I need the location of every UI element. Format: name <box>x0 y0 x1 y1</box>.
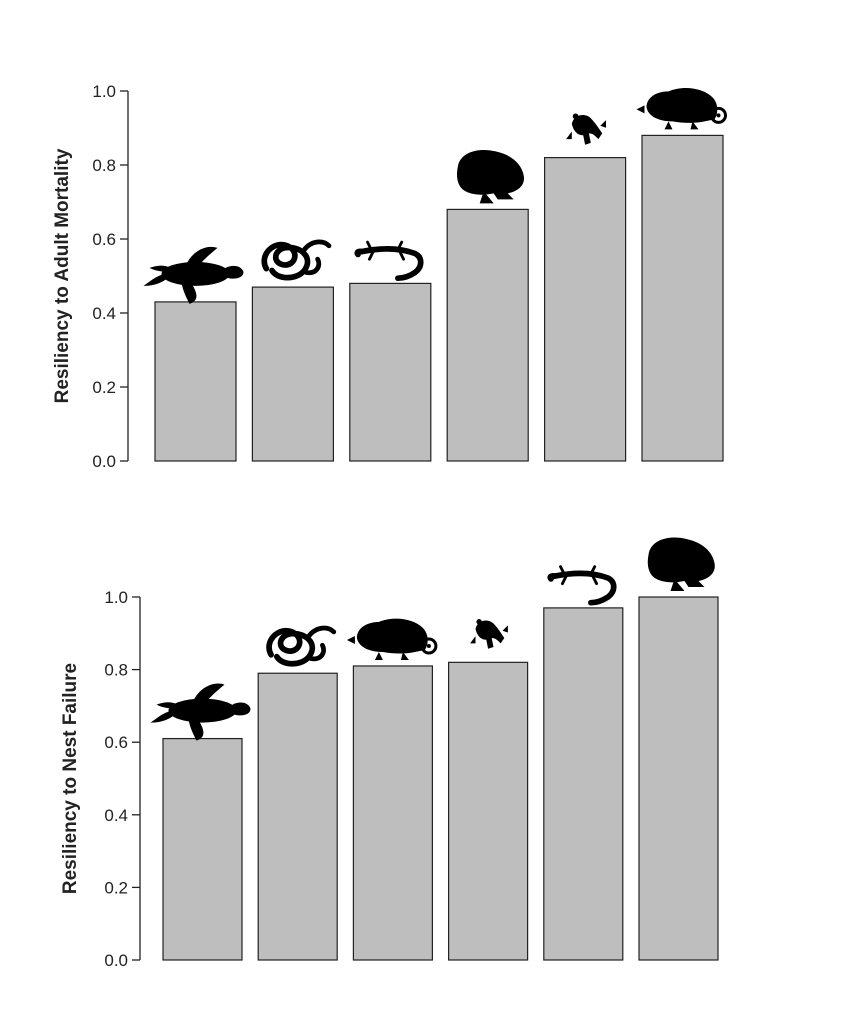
bar-sea-turtle <box>154 301 237 462</box>
turtle-icon <box>143 246 244 304</box>
bar-chameleon <box>352 665 433 961</box>
y-tick-label: 0.8 <box>92 156 116 175</box>
bar-toad <box>446 208 529 462</box>
y-axis-label: Resiliency to Nest Failure <box>60 663 81 894</box>
turtle-icon <box>150 683 251 741</box>
chart-panel-1: 0.0 0.2 0.4 0.6 0.8 1.0 Resiliency to Adult Mo… <box>52 82 727 471</box>
y-tick-label: 0.0 <box>92 452 116 471</box>
bar-snake <box>251 286 334 462</box>
y-tick-label: 0.0 <box>104 951 128 970</box>
y-tick-label: 0.2 <box>104 878 128 897</box>
bar-frog <box>543 157 627 462</box>
bar-salamander <box>349 282 432 462</box>
y-tick-label: 0.4 <box>92 304 116 323</box>
bar-frog <box>448 661 529 961</box>
frog-icon <box>470 619 508 649</box>
bar-salamander <box>543 607 624 961</box>
salamander-icon <box>357 242 420 278</box>
bar-snake <box>257 672 338 961</box>
toad-icon <box>456 149 525 204</box>
y-tick-label: 0.6 <box>92 230 116 249</box>
y-tick-label: 1.0 <box>104 588 128 607</box>
chameleon-icon <box>345 617 438 662</box>
y-tick-label: 0.8 <box>104 661 128 680</box>
chameleon-icon <box>635 86 727 131</box>
snake-icon <box>269 628 334 664</box>
frog-icon <box>566 113 606 145</box>
y-tick-label: 0.6 <box>104 733 128 752</box>
y-tick-label: 1.0 <box>92 82 116 101</box>
salamander-icon <box>550 567 613 603</box>
snake-icon <box>264 242 329 278</box>
bar-chameleon <box>641 134 724 462</box>
bar-sea-turtle <box>162 737 243 961</box>
bar-toad <box>638 596 719 961</box>
chart-panel-2: 0.0 0.2 0.4 0.6 0.8 1.0 Resiliency to Nest Fai… <box>60 537 719 970</box>
y-tick-label: 0.4 <box>104 806 128 825</box>
y-axis-label: Resiliency to Adult Mortality <box>52 148 73 403</box>
toad-icon <box>647 537 715 591</box>
y-tick-label: 0.2 <box>92 378 116 397</box>
